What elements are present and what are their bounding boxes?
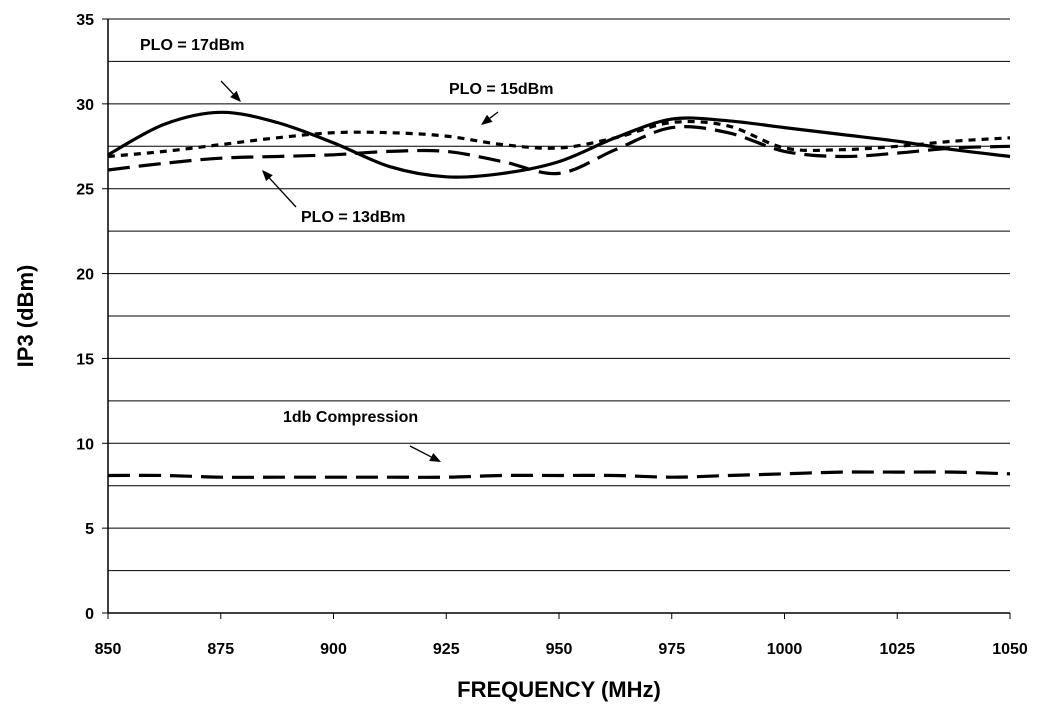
annotation-arrow-line bbox=[489, 111, 499, 119]
annotation-label: PLO = 17dBm bbox=[140, 37, 244, 54]
y-tick-label: 20 bbox=[76, 267, 94, 284]
x-tick-label: 950 bbox=[546, 641, 573, 658]
series-line-0 bbox=[107, 110, 1011, 179]
y-tick-label: 35 bbox=[76, 12, 94, 29]
x-tick-label: 875 bbox=[207, 641, 234, 658]
y-axis-title: IP3 (dBm) bbox=[13, 265, 38, 368]
annotation-arrow-line bbox=[220, 80, 234, 95]
annotation-label: PLO = 15dBm bbox=[449, 81, 553, 98]
x-tick-label: 925 bbox=[433, 641, 460, 658]
annotation-arrowhead bbox=[230, 90, 241, 102]
annotation-label: PLO = 13dBm bbox=[301, 209, 405, 226]
ticks: 0 5 10 15 20 25 30 35 850 875 900 925 950 975 1000 1025… bbox=[76, 12, 1028, 658]
series-line-3 bbox=[107, 470, 1011, 479]
annotation-arrow-line bbox=[268, 177, 297, 208]
annotation-arrowhead bbox=[262, 170, 273, 182]
y-tick-label: 0 bbox=[85, 606, 94, 623]
annotation-layer: PLO = 17dBm PLO = 15dBm PLO = 13dBm 1db Com… bbox=[140, 37, 553, 462]
x-tick-label: 1000 bbox=[767, 641, 803, 658]
series-line-2 bbox=[107, 125, 1011, 176]
x-tick-label: 1050 bbox=[992, 641, 1028, 658]
y-tick-label: 25 bbox=[76, 182, 94, 199]
series-line-1 bbox=[107, 119, 1011, 159]
annotation-arrowhead bbox=[481, 114, 493, 125]
x-tick-label: 850 bbox=[95, 641, 122, 658]
annotation-label: 1db Compression bbox=[283, 409, 418, 426]
y-tick-label: 30 bbox=[76, 97, 94, 114]
y-tick-label: 10 bbox=[76, 436, 94, 453]
annotation-arrow-line bbox=[409, 445, 432, 458]
x-tick-label: 1025 bbox=[879, 641, 915, 658]
y-tick-label: 15 bbox=[76, 351, 94, 368]
x-tick-label: 900 bbox=[320, 641, 347, 658]
x-axis-title: FREQUENCY (MHz) bbox=[457, 677, 661, 702]
series-layer bbox=[107, 110, 1011, 479]
gridlines bbox=[108, 18, 1010, 572]
y-tick-label: 5 bbox=[85, 521, 94, 538]
annotation-arrowhead bbox=[429, 453, 441, 462]
x-tick-label: 975 bbox=[658, 641, 685, 658]
